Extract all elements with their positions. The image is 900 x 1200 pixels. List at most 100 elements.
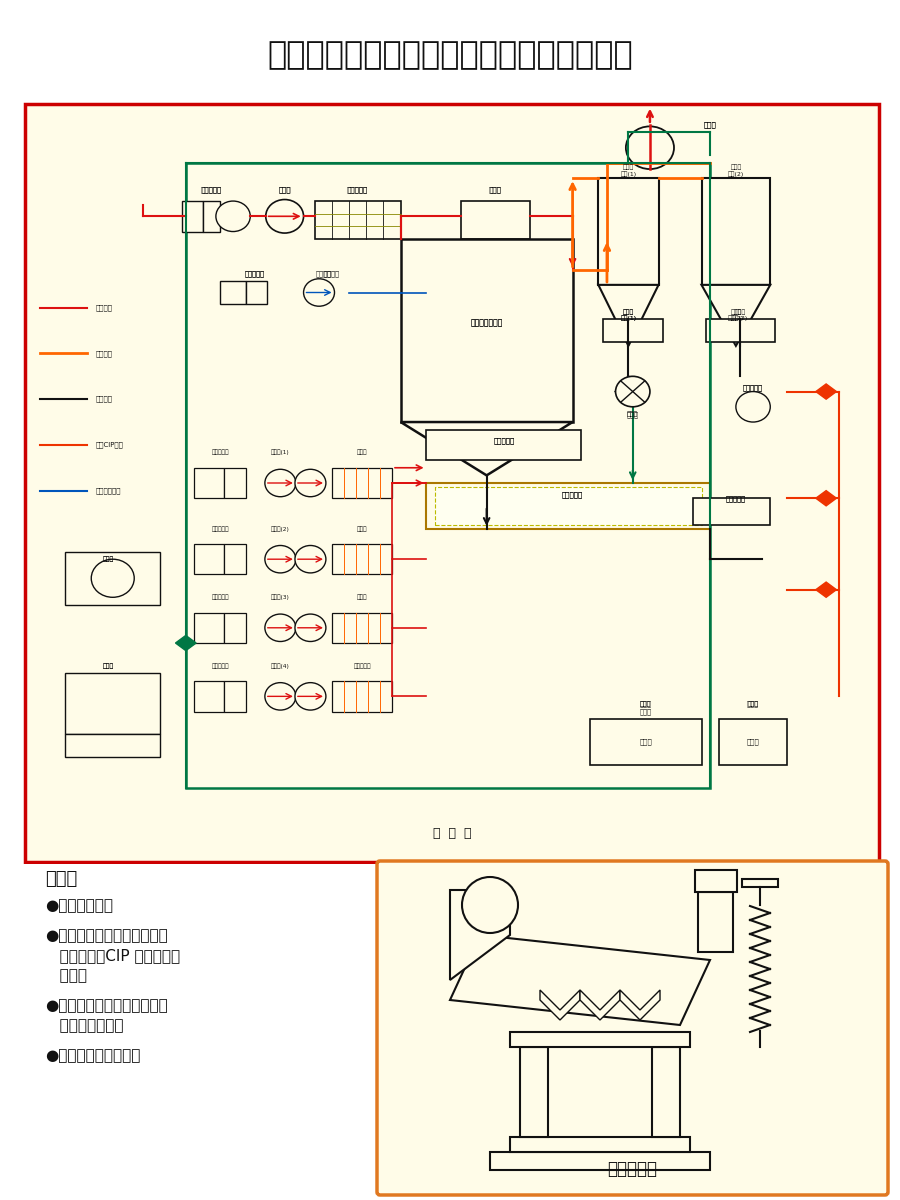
Circle shape — [265, 546, 296, 572]
Bar — [490, 1152, 710, 1170]
Bar — [185, 163, 710, 787]
Bar — [224, 612, 246, 643]
Text: 清洗泵: 清洗泵 — [747, 701, 759, 707]
Polygon shape — [450, 890, 510, 980]
Text: 振动输粉机: 振动输粉机 — [607, 1160, 657, 1178]
Text: 热风管线: 热风管线 — [95, 350, 112, 356]
Text: 罗茨鼓风机: 罗茨鼓风机 — [743, 384, 763, 391]
Polygon shape — [176, 636, 196, 650]
Text: 通风机(1): 通风机(1) — [271, 450, 290, 455]
Text: 清洗泵: 清洗泵 — [747, 701, 759, 707]
Bar — [66, 673, 160, 734]
Text: 引风机: 引风机 — [704, 121, 716, 128]
Bar — [220, 281, 246, 304]
Text: 清洗槽: 清洗槽 — [640, 708, 652, 715]
Text: 通风机(3): 通风机(3) — [271, 594, 290, 600]
Bar — [194, 682, 224, 712]
Text: 冷却风机: 冷却风机 — [324, 270, 340, 277]
Text: 物料管线: 物料管线 — [95, 396, 112, 402]
Bar — [652, 1046, 680, 1138]
Circle shape — [91, 559, 134, 598]
Bar — [719, 719, 788, 764]
Circle shape — [266, 199, 303, 233]
Circle shape — [216, 202, 250, 232]
Text: 鼓风机: 鼓风机 — [279, 186, 291, 193]
Polygon shape — [450, 935, 710, 1025]
Bar — [194, 544, 224, 575]
Bar — [706, 319, 775, 342]
Text: 清洗泵: 清洗泵 — [747, 739, 760, 745]
Bar — [461, 202, 529, 239]
Text: 特点：: 特点： — [45, 870, 77, 888]
Text: 空气过滤器: 空气过滤器 — [245, 270, 265, 277]
Text: 清洗槽: 清洗槽 — [640, 701, 652, 707]
Polygon shape — [598, 284, 659, 346]
Text: 空气过滤器: 空气过滤器 — [212, 594, 229, 600]
Bar — [510, 1032, 690, 1046]
Text: 高压泵: 高压泵 — [103, 664, 114, 668]
Bar — [66, 734, 160, 757]
Bar — [598, 178, 659, 284]
Text: 加热器: 加热器 — [356, 450, 367, 455]
Bar — [224, 468, 246, 498]
Text: 空气加热器: 空气加热器 — [347, 186, 368, 193]
Text: 均风室: 均风室 — [490, 186, 501, 193]
Text: 旋风分
离器(2): 旋风分 离器(2) — [728, 164, 744, 176]
Polygon shape — [620, 990, 660, 1020]
Text: 水与CIP管线: 水与CIP管线 — [95, 442, 123, 449]
Text: 三段流化床: 三段流化床 — [562, 491, 583, 498]
Circle shape — [265, 683, 296, 710]
Circle shape — [303, 278, 335, 306]
Text: 振动筛粉机: 振动筛粉机 — [726, 494, 746, 502]
Text: 空气过滤器: 空气过滤器 — [202, 186, 221, 193]
Circle shape — [295, 546, 326, 572]
Circle shape — [265, 614, 296, 642]
Bar — [590, 719, 701, 764]
Text: 振动输
粉槽(1): 振动输 粉槽(1) — [620, 310, 636, 322]
Bar — [315, 202, 400, 239]
Text: ●热能利用率高、结构紧凑、: ●热能利用率高、结构紧凑、 — [45, 998, 167, 1013]
Bar — [246, 281, 267, 304]
Text: 冷却风机: 冷却风机 — [315, 270, 331, 277]
Circle shape — [462, 877, 518, 934]
Text: 吹粉阀: 吹粉阀 — [626, 412, 639, 418]
Bar — [224, 544, 246, 575]
Circle shape — [265, 469, 296, 497]
Text: 压缩空气管线: 压缩空气管线 — [95, 487, 122, 494]
Text: 加热器: 加热器 — [356, 526, 367, 532]
Bar — [701, 178, 770, 284]
Text: 空气加热器: 空气加热器 — [347, 186, 368, 193]
Bar — [194, 612, 224, 643]
Text: 压力喷雾干燥塔: 压力喷雾干燥塔 — [471, 318, 503, 328]
Text: 振动输
粉槽(1): 振动输 粉槽(1) — [620, 310, 636, 322]
Bar — [698, 892, 733, 952]
Text: 引风机: 引风机 — [704, 121, 716, 128]
Bar — [693, 498, 770, 524]
Text: 空气过滤器: 空气过滤器 — [212, 664, 229, 668]
Text: 循环泵: 循环泵 — [103, 557, 114, 562]
Bar — [194, 468, 224, 498]
Text: 清洗槽: 清洗槽 — [639, 739, 652, 745]
Text: 内置流化床: 内置流化床 — [493, 438, 515, 444]
Bar — [510, 1138, 690, 1152]
Text: 吹粉阀: 吹粉阀 — [627, 412, 638, 418]
Polygon shape — [815, 491, 836, 506]
Text: 旋风分
离器(1): 旋风分 离器(1) — [620, 164, 636, 176]
Bar — [435, 487, 701, 524]
Text: 振动筛粉机: 振动筛粉机 — [726, 494, 746, 502]
Text: 去湿加热器: 去湿加热器 — [354, 664, 371, 668]
Bar — [66, 552, 160, 605]
Bar — [332, 544, 392, 575]
Polygon shape — [701, 284, 770, 346]
Text: 空气过滤器: 空气过滤器 — [201, 186, 222, 193]
Text: 加热器: 加热器 — [356, 594, 367, 600]
Text: 干燥。: 干燥。 — [45, 968, 87, 983]
Bar — [427, 430, 581, 460]
Bar — [224, 682, 246, 712]
Text: ●适用于奶粉、豆粉。: ●适用于奶粉、豆粉。 — [45, 1048, 140, 1063]
Text: 通风机(2): 通风机(2) — [271, 526, 290, 532]
Circle shape — [295, 469, 326, 497]
Bar — [182, 202, 203, 232]
Circle shape — [626, 126, 674, 169]
Polygon shape — [580, 990, 620, 1020]
